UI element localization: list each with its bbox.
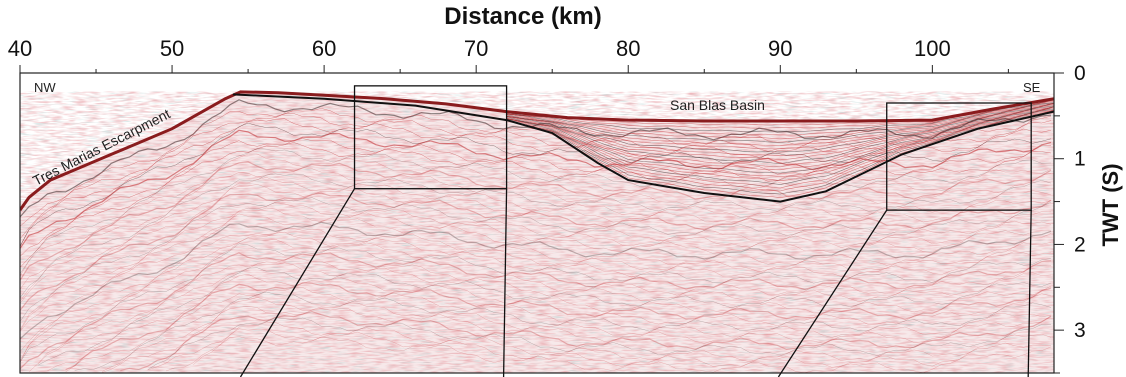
y-axis-title: TWT (S) [1098,163,1123,246]
y-tick-label: 0 [1074,62,1086,85]
seismic-section [15,92,1059,377]
x-axis-ticks: 40 50 60 70 80 90 100 [8,36,1009,73]
x-tick-label: 80 [616,36,640,61]
y-tick-label: 3 [1074,319,1086,342]
y-axis-ticks: 0 1 2 3 [1054,62,1086,373]
x-tick-label: 70 [464,36,488,61]
x-tick-label: 100 [914,36,951,61]
nw-label: NW [34,80,56,95]
x-tick-label: 60 [312,36,336,61]
x-tick-label: 50 [160,36,184,61]
x-tick-label: 40 [8,36,32,61]
se-label: SE [1023,80,1041,95]
x-tick-label: 90 [768,36,792,61]
y-tick-label: 1 [1074,148,1086,171]
x-axis-title: Distance (km) [444,3,601,30]
basin-label: San Blas Basin [670,97,765,113]
y-tick-label: 2 [1074,233,1086,256]
